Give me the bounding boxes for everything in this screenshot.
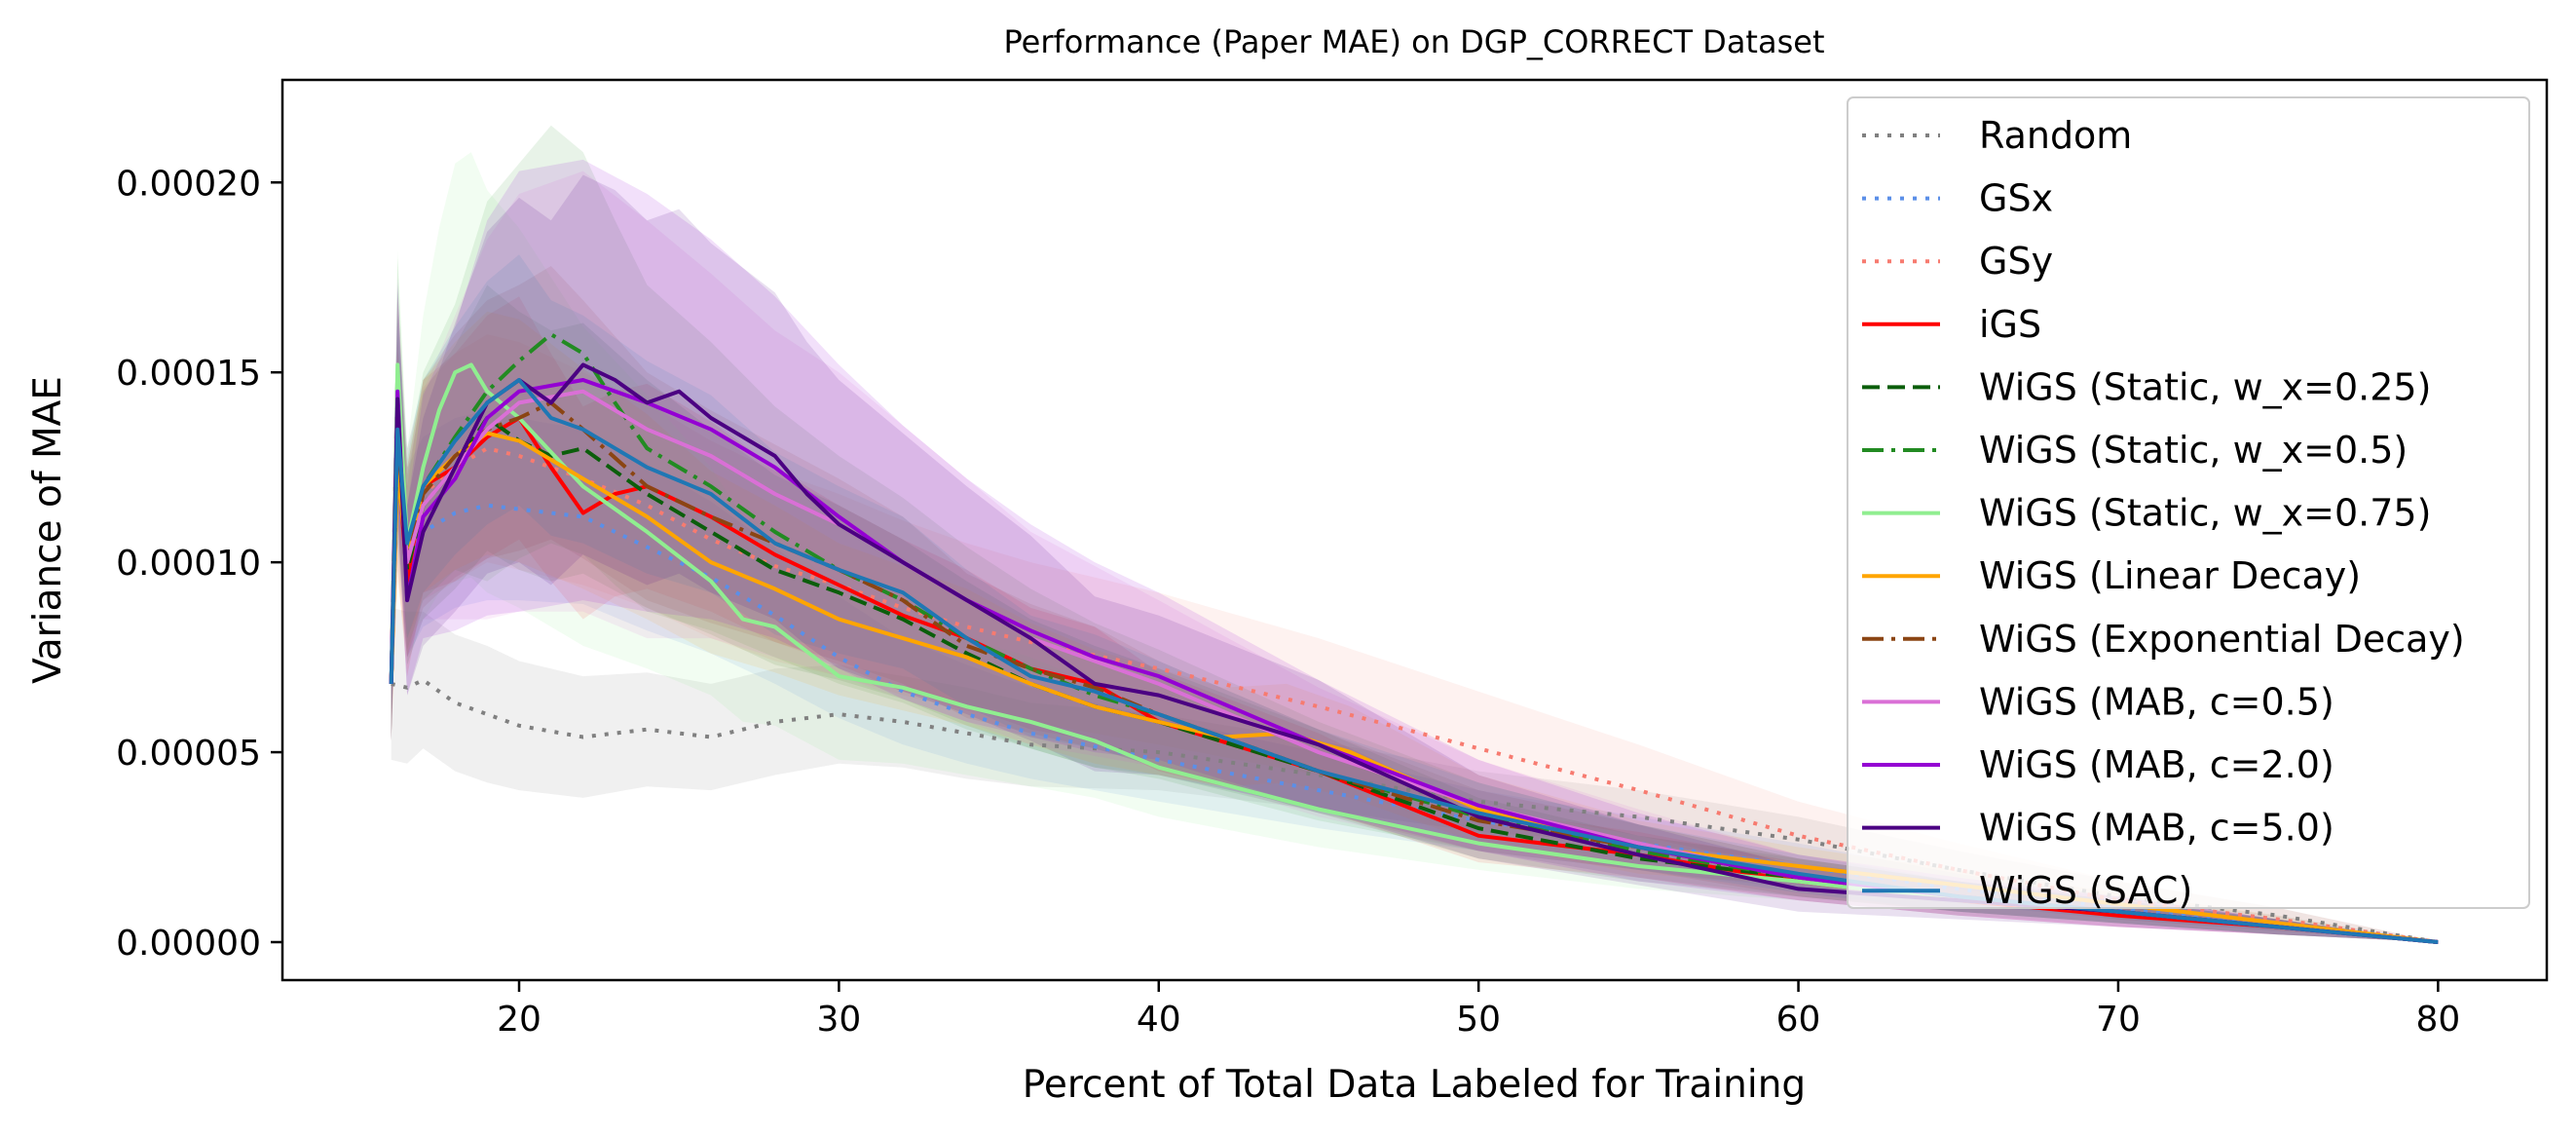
legend-label-igs: iGS	[1979, 303, 2041, 346]
y-tick-label: 0.00020	[116, 164, 261, 204]
band-wigs-static-w-x-0-75	[391, 152, 2439, 943]
x-tick-label: 40	[1137, 1000, 1181, 1040]
y-tick-label: 0.00010	[116, 544, 261, 584]
legend: Random GSx GSy iGS WiGS (Static, w_x=0.25) Wi…	[1847, 96, 2530, 912]
legend-label-gsy: GSy	[1979, 240, 2053, 283]
y-axis-label: Variance of MAE	[26, 376, 70, 684]
x-tick-label: 60	[1776, 1000, 1821, 1040]
y-tick-label: 0.00000	[116, 924, 261, 964]
plot-frame	[280, 78, 2549, 982]
series-line-wigs-sac	[389, 378, 2439, 944]
legend-label-gsx: GSx	[1979, 177, 2053, 220]
y-tick-label: 0.00015	[116, 354, 261, 394]
band-wigs-exponential-decay	[391, 266, 2439, 942]
legend-label-wigs-static-w-x-0-5: WiGS (Static, w_x=0.5)	[1979, 429, 2408, 472]
series-line-wigs-mab-c-5-0	[389, 362, 2439, 944]
band-wigs-linear-decay	[391, 311, 2439, 942]
legend-label-wigs-linear-decay: WiGS (Linear Decay)	[1979, 554, 2361, 597]
x-axis-label: Percent of Total Data Labeled for Traini…	[1023, 1063, 1806, 1107]
legend-label-wigs-mab-c-5-0: WiGS (MAB, c=5.0)	[1979, 807, 2334, 850]
y-tick-label: 0.00005	[116, 734, 261, 774]
legend-label-wigs-sac: WiGS (SAC)	[1979, 869, 2192, 912]
x-tick-label: 80	[2415, 1000, 2460, 1040]
x-tick-label: 30	[816, 1000, 861, 1040]
legend-label-wigs-static-w-x-0-75: WiGS (Static, w_x=0.75)	[1979, 492, 2431, 535]
legend-label-wigs-static-w-x-0-25: WiGS (Static, w_x=0.25)	[1979, 365, 2431, 408]
legend-label-wigs-mab-c-2-0: WiGS (MAB, c=2.0)	[1979, 743, 2334, 786]
series-lines	[389, 332, 2439, 944]
y-axis-ticks: 0.00000 0.00005 0.00010 0.00015 0.00020	[116, 164, 282, 964]
legend-label-wigs-mab-c-0-5: WiGS (MAB, c=0.5)	[1979, 680, 2334, 723]
band-gsy	[391, 296, 2439, 942]
x-tick-label: 50	[1456, 1000, 1501, 1040]
band-gsx	[391, 334, 2439, 942]
band-wigs-sac	[391, 254, 2439, 942]
x-tick-label: 70	[2096, 1000, 2141, 1040]
legend-box	[1847, 96, 2530, 909]
x-axis-ticks: 20 30 40 50 60 70 80	[497, 980, 2460, 1040]
legend-label-wigs-exponential-decay: WiGS (Exponential Decay)	[1979, 618, 2465, 661]
series-line-gsy	[389, 408, 2439, 944]
x-tick-label: 20	[497, 1000, 541, 1040]
chart-title: Performance (Paper MAE) on DGP_CORRECT D…	[1004, 23, 1825, 60]
legend-label-random: Random	[1979, 114, 2132, 157]
band-igs	[391, 296, 2439, 942]
